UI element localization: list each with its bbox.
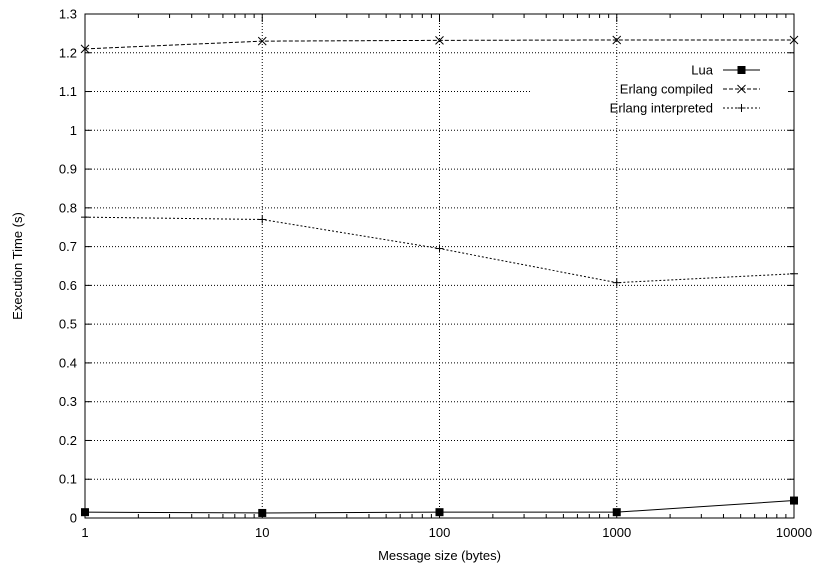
data-point [612,35,622,45]
marker-square [81,508,89,517]
y-axis-title: Execution Time (s) [10,212,25,320]
legend-item: Erlang interpreted [610,101,760,116]
data-point [435,244,444,253]
data-point [258,508,267,517]
data-point [790,269,798,278]
data-point [257,36,267,46]
x-tick-label: 1 [81,525,88,540]
x-axis-title: Message size (bytes) [378,548,501,563]
data-point [790,496,798,505]
y-tick-label: 0.4 [59,355,77,370]
y-tick-label: 0.5 [59,317,77,332]
data-point [435,36,444,45]
series-0 [81,496,798,517]
data-point [81,213,89,222]
y-tick-label: 0.8 [59,200,77,215]
marker-x-stroke [789,35,799,45]
y-tick-label: 0.7 [59,239,77,254]
y-tick-label: 1.3 [59,7,77,22]
marker-x-stroke [612,35,622,45]
y-tick-label: 0.6 [59,278,77,293]
marker-x-stroke [435,36,444,45]
x-tick-labels: 1 10 100 1000 10000 [81,525,812,540]
data-point [435,508,444,517]
x-tick-label: 10 [255,525,269,540]
marker-square [790,496,798,505]
legend-label: Lua [691,63,713,78]
y-tick-label: 1.1 [59,84,77,99]
marker-square [737,66,746,74]
legend-marker [737,104,746,112]
y-tick-label: 0.3 [59,394,77,409]
y-tick-label: 1 [70,123,77,138]
y-tick-label: 0.1 [59,472,77,487]
x-tick-label: 1000 [602,525,631,540]
data-point [258,215,267,224]
y-tick-labels: 0 0.1 0.2 0.3 0.4 0.5 0.6 0.7 0.8 0.9 1 1.1 1.2 1.3 [59,7,77,526]
data-point [80,44,90,54]
x-tick-label: 100 [429,525,451,540]
legend-marker [737,66,746,74]
marker-x-stroke [80,44,90,54]
marker-x-stroke [737,84,746,94]
y-tick-label: 0.9 [59,162,77,177]
marker-x-stroke [257,36,267,46]
data-point [789,35,799,45]
marker-square [258,508,267,517]
y-tick-label: 0 [70,511,77,526]
legend-label: Erlang compiled [620,82,713,97]
y-tick-label: 0.2 [59,433,77,448]
legend: Lua Erlang compiled Erlang interpreted [610,63,760,116]
legend-label: Erlang interpreted [610,101,713,116]
marker-square [612,508,621,517]
series-layer [80,35,799,517]
data-point [612,278,621,287]
marker-square [435,508,444,517]
x-tick-label: 10000 [776,525,812,540]
series-1 [80,35,799,54]
legend-item: Erlang compiled [620,82,760,97]
series-2 [81,213,798,287]
data-point [612,508,621,517]
y-tick-label: 1.2 [59,45,77,60]
legend-item: Lua [691,63,760,78]
legend-marker [737,84,746,94]
data-point [81,508,89,517]
